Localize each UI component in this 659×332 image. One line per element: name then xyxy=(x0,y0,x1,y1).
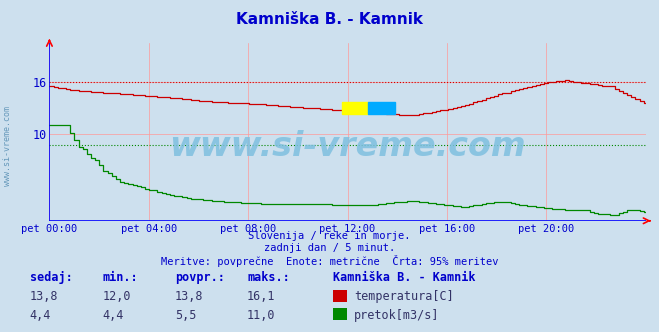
Text: www.si-vreme.com: www.si-vreme.com xyxy=(3,106,13,186)
Text: 4,4: 4,4 xyxy=(30,309,51,322)
Text: 11,0: 11,0 xyxy=(247,309,275,322)
Text: maks.:: maks.: xyxy=(247,271,290,284)
Text: povpr.:: povpr.: xyxy=(175,271,225,284)
Text: Meritve: povprečne  Enote: metrične  Črta: 95% meritev: Meritve: povprečne Enote: metrične Črta:… xyxy=(161,255,498,267)
Text: zadnji dan / 5 minut.: zadnji dan / 5 minut. xyxy=(264,243,395,253)
Text: Kamniška B. - Kamnik: Kamniška B. - Kamnik xyxy=(333,271,475,284)
Text: Kamniška B. - Kamnik: Kamniška B. - Kamnik xyxy=(236,12,423,27)
Text: www.si-vreme.com: www.si-vreme.com xyxy=(169,130,526,163)
Text: 5,5: 5,5 xyxy=(175,309,196,322)
Text: 4,4: 4,4 xyxy=(102,309,123,322)
Text: sedaj:: sedaj: xyxy=(30,271,72,284)
Bar xyxy=(341,102,368,114)
Text: temperatura[C]: temperatura[C] xyxy=(354,290,453,303)
Bar xyxy=(368,102,395,114)
Text: 12,0: 12,0 xyxy=(102,290,130,303)
Text: 13,8: 13,8 xyxy=(175,290,203,303)
Text: 13,8: 13,8 xyxy=(30,290,58,303)
Text: min.:: min.: xyxy=(102,271,138,284)
Text: 16,1: 16,1 xyxy=(247,290,275,303)
Text: Slovenija / reke in morje.: Slovenija / reke in morje. xyxy=(248,231,411,241)
Text: pretok[m3/s]: pretok[m3/s] xyxy=(354,309,440,322)
